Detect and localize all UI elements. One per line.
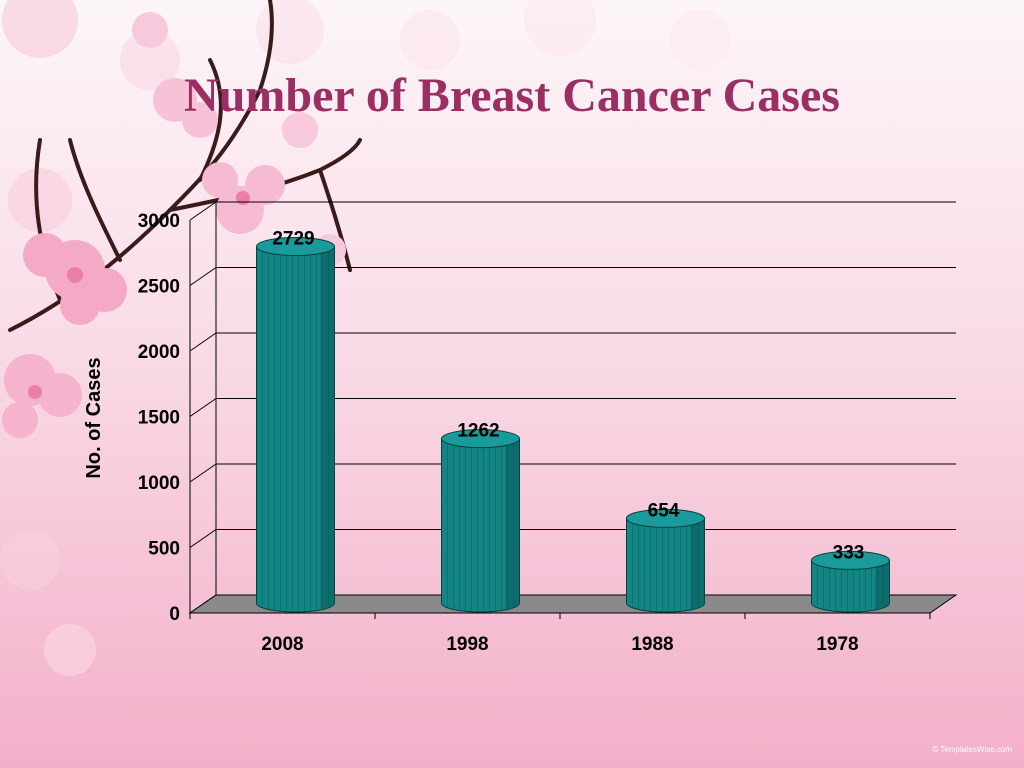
bar-top xyxy=(626,508,705,528)
bar-body xyxy=(441,438,520,613)
data-labels: 2729 2008 1262 1998 654 1988 333 1978 xyxy=(261,229,864,655)
axes: 0 500 1000 1500 2000 2500 3000 xyxy=(138,202,931,625)
gridline-depth xyxy=(189,398,217,417)
y-axis-title: No. of Cases xyxy=(83,357,105,478)
x-tick-label: 1978 xyxy=(816,634,858,655)
x-tick-label: 1988 xyxy=(631,634,673,655)
y-tick-label: 1000 xyxy=(138,473,180,494)
x-tick-label: 1998 xyxy=(446,634,488,655)
bar-2008 xyxy=(256,237,335,613)
slide-title: Number of Breast Cancer Cases xyxy=(184,69,840,122)
y-tick-label: 1500 xyxy=(138,408,180,429)
data-label: 2729 xyxy=(272,229,314,250)
y-tick-label: 500 xyxy=(148,539,180,560)
gridline-depth xyxy=(189,332,217,352)
bar-body xyxy=(811,559,890,613)
bar-top xyxy=(256,237,335,257)
bar-body xyxy=(256,246,335,613)
data-label: 1262 xyxy=(457,421,499,442)
bar-1978 xyxy=(811,550,890,613)
gridline-depth xyxy=(189,201,217,221)
bar-top xyxy=(441,429,520,449)
y-tick-label: 0 xyxy=(169,604,180,625)
y-tick-label: 2500 xyxy=(138,277,180,298)
gridline-depth xyxy=(189,267,217,286)
bar-body xyxy=(626,517,705,613)
y-tick-label: 2000 xyxy=(138,342,180,363)
bar-1988 xyxy=(626,508,705,613)
y-tick-label: 3000 xyxy=(138,211,180,232)
gridline-depth xyxy=(189,463,217,483)
bar-top xyxy=(811,550,890,570)
bars xyxy=(256,237,890,613)
x-tick-label: 2008 xyxy=(261,634,303,655)
watermark: © TemplatesWise.com xyxy=(932,745,1012,754)
bar-1998 xyxy=(441,429,520,613)
data-label: 654 xyxy=(648,500,680,521)
gridline-depth xyxy=(189,529,217,548)
data-label: 333 xyxy=(833,542,865,563)
